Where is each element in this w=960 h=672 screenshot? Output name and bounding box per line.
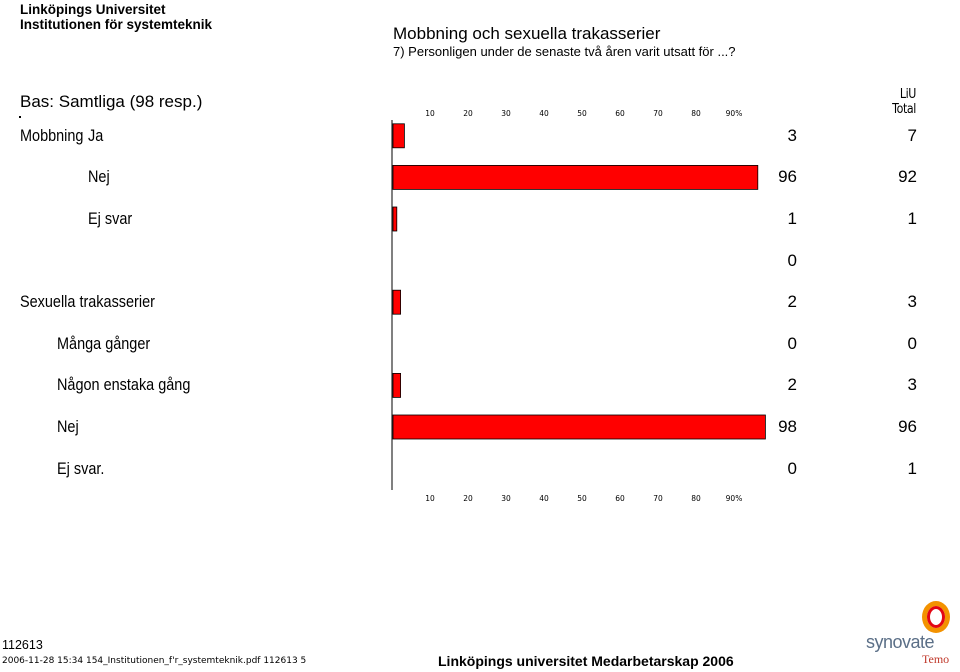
row-label: Ej svar.: [57, 458, 105, 478]
x-tick-label-top: 30: [501, 109, 511, 118]
bar: [392, 164, 759, 190]
row-label: Nej: [88, 167, 110, 187]
total-label: 92: [898, 167, 917, 187]
bar: [392, 372, 401, 398]
x-tick-label-bottom: 10: [425, 494, 435, 503]
group-label: Sexuella trakasserier: [20, 292, 155, 312]
footer-survey: Linköpings universitet Medarbetarskap 20…: [438, 653, 734, 669]
temo-logo-text: Temo: [922, 652, 950, 666]
value-label: 3: [787, 125, 797, 145]
value-label: 96: [778, 167, 797, 187]
total-label: 1: [907, 209, 917, 228]
x-tick-label-bottom: 30: [501, 494, 511, 503]
row-label: Nej: [57, 417, 79, 436]
page-title: Mobbning och sexuella trakasserier: [393, 24, 661, 43]
total-label: 3: [907, 375, 917, 395]
footer-meta: 2006-11-28 15:34 154_Institutionen_f'r_s…: [2, 656, 307, 666]
marker-dot: [19, 116, 21, 118]
total-label: 0: [907, 333, 917, 353]
bar: [392, 289, 401, 315]
x-tick-label-top: 40: [539, 109, 549, 118]
value-label: 0: [787, 333, 797, 353]
x-tick-label-bottom: 90%: [726, 494, 743, 503]
x-tick-label-bottom: 70: [653, 494, 663, 503]
base-label: Bas: Samtliga (98 resp.): [20, 92, 203, 111]
header-left: Linköpings Universitet Institutionen för…: [20, 2, 212, 32]
university-name: Linköpings Universitet: [20, 2, 166, 17]
row-label: Ja: [88, 125, 104, 145]
x-tick-label-top: 60: [615, 109, 625, 118]
total-header-total: Total: [892, 102, 916, 117]
total-label: 1: [907, 458, 917, 478]
institution-name: Institutionen för systemteknik: [20, 17, 213, 32]
total-label: 3: [907, 292, 917, 312]
row-label: Ej svar: [88, 209, 133, 228]
value-label: 0: [787, 458, 797, 478]
value-label: 98: [778, 417, 797, 436]
value-label: 0: [787, 250, 797, 270]
x-tick-label-top: 20: [463, 109, 473, 118]
synovate-logo-text: synovate: [866, 632, 935, 652]
x-tick-label-bottom: 80: [691, 494, 701, 503]
question-text: 7) Personligen under de senaste två åren…: [393, 44, 736, 59]
x-tick-label-bottom: 60: [615, 494, 625, 503]
synovate-logo-inner-ring-icon: [927, 606, 945, 628]
x-tick-label-bottom: 20: [463, 494, 473, 503]
x-tick-label-bottom: 50: [577, 494, 587, 503]
value-label: 1: [787, 209, 797, 228]
x-tick-label-top: 70: [653, 109, 663, 118]
x-tick-label-top: 90%: [726, 109, 743, 118]
synovate-logo-ring-icon: [922, 601, 950, 633]
bar: [392, 206, 398, 232]
total-label: 7: [907, 125, 917, 145]
total-header-liu: LiU: [899, 87, 916, 102]
x-tick-label-top: 50: [577, 109, 587, 118]
bar-chart: 10 10 20 20 30 30 40 40 50 50 60 60 70 70 80 80 90% 90%: [391, 109, 766, 503]
bar: [392, 414, 766, 440]
bar: [392, 123, 405, 149]
total-label: 96: [898, 417, 917, 436]
value-label: 2: [787, 292, 797, 312]
row-label: Många gånger: [57, 333, 151, 353]
x-tick-label-top: 80: [691, 109, 701, 118]
x-tick-label-bottom: 40: [539, 494, 549, 503]
row-label: Någon enstaka gång: [57, 375, 191, 395]
total-header: LiU Total: [892, 87, 916, 117]
footer-code: 112613: [2, 638, 43, 652]
group-label: Mobbning: [20, 125, 84, 145]
x-tick-label-top: 10: [425, 109, 435, 118]
value-label: 2: [787, 375, 797, 395]
